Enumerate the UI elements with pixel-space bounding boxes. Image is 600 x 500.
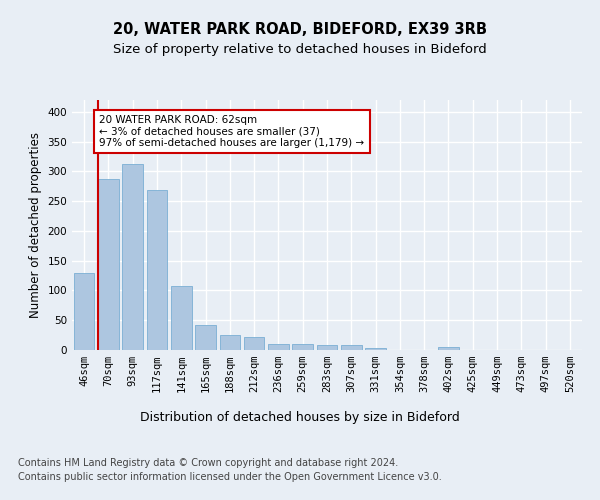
Bar <box>341 345 362 350</box>
Bar <box>74 272 94 350</box>
Text: Distribution of detached houses by size in Bideford: Distribution of detached houses by size … <box>140 411 460 424</box>
Bar <box>98 178 119 350</box>
Bar <box>244 337 265 350</box>
Bar <box>365 348 386 350</box>
Text: 20 WATER PARK ROAD: 62sqm
← 3% of detached houses are smaller (37)
97% of semi-d: 20 WATER PARK ROAD: 62sqm ← 3% of detach… <box>99 115 364 148</box>
Text: Contains public sector information licensed under the Open Government Licence v3: Contains public sector information licen… <box>18 472 442 482</box>
Y-axis label: Number of detached properties: Number of detached properties <box>29 132 42 318</box>
Bar <box>122 164 143 350</box>
Bar <box>146 190 167 350</box>
Text: Size of property relative to detached houses in Bideford: Size of property relative to detached ho… <box>113 42 487 56</box>
Bar <box>438 347 459 350</box>
Bar <box>268 344 289 350</box>
Bar <box>292 344 313 350</box>
Bar <box>317 345 337 350</box>
Bar <box>171 286 191 350</box>
Text: Contains HM Land Registry data © Crown copyright and database right 2024.: Contains HM Land Registry data © Crown c… <box>18 458 398 468</box>
Bar <box>220 335 240 350</box>
Bar <box>195 325 216 350</box>
Text: 20, WATER PARK ROAD, BIDEFORD, EX39 3RB: 20, WATER PARK ROAD, BIDEFORD, EX39 3RB <box>113 22 487 38</box>
